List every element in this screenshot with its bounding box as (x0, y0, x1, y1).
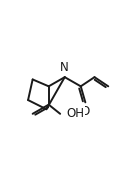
Text: OH: OH (66, 107, 84, 120)
Text: N: N (60, 61, 69, 74)
Text: O: O (81, 105, 90, 118)
